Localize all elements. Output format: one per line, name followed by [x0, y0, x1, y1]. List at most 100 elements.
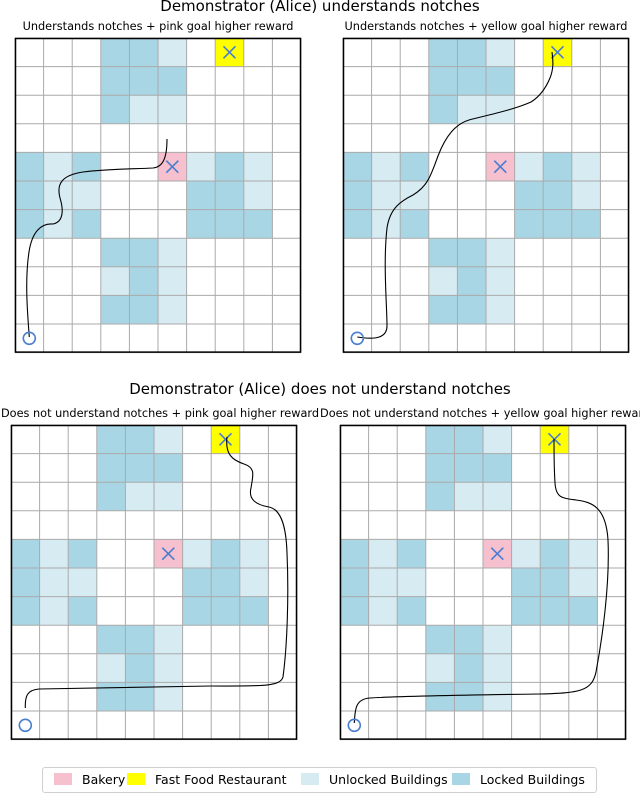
x-stroke: [161, 547, 175, 561]
unlocked-building-cell: [368, 539, 398, 568]
locked-building-cell: [125, 653, 154, 683]
legend-label: Bakery: [82, 772, 126, 787]
unlocked-building-cell: [96, 653, 126, 683]
locked-building-cell: [96, 425, 126, 454]
grid-panel-3: [10, 424, 298, 741]
locked-building-cell: [340, 568, 369, 597]
panel-title-1: Understands notches + pink goal higher r…: [22, 20, 294, 33]
unlocked-building-cell: [397, 568, 426, 597]
locked-building-cell: [514, 209, 544, 239]
unlocked-building-cell: [158, 238, 187, 267]
locked-building-cell: [457, 238, 486, 267]
unlocked-building-cell: [243, 181, 273, 210]
locked-building-cell: [457, 66, 486, 96]
locked-building-cell: [340, 596, 369, 626]
locked-building-cell: [540, 568, 569, 597]
unlocked-building-cell: [486, 295, 515, 324]
start-circle-icon: [22, 331, 37, 346]
locked-building-cell: [129, 295, 158, 324]
locked-building-cell: [182, 596, 212, 626]
locked-building-cell: [457, 295, 486, 324]
unlocked-building-cell: [158, 295, 187, 324]
unlocked-building-cell: [154, 625, 183, 654]
unlocked-building-cell: [568, 568, 598, 597]
unlocked-building-cell: [483, 425, 512, 454]
locked-building-cell: [239, 596, 269, 626]
locked-building-cell: [400, 152, 429, 181]
locked-building-cell: [125, 425, 154, 454]
grid-panel-4: [339, 424, 627, 741]
unlocked-building-cell: [154, 425, 183, 454]
locked-building-cell: [15, 181, 44, 210]
unlocked-building-cell: [39, 539, 69, 568]
locked-building-cell: [100, 295, 130, 324]
locked-building-cell: [343, 181, 372, 210]
bakery-x-mark-icon: [493, 160, 507, 174]
unlocked-building-cell: [486, 238, 515, 267]
locked-swatch: [452, 773, 470, 785]
locked-building-cell: [211, 539, 240, 568]
unlocked-building-cell: [371, 209, 401, 239]
unlocked-building-cell: [571, 152, 601, 181]
locked-building-cell: [425, 482, 455, 511]
unlocked-building-cell: [371, 152, 401, 181]
unlocked-swatch: [301, 773, 319, 785]
locked-building-cell: [211, 596, 240, 626]
locked-building-cell: [454, 682, 483, 711]
x-stroke: [165, 160, 179, 174]
locked-building-cell: [428, 295, 458, 324]
legend: Bakery Fast Food Restaurant Unlocked Bui…: [42, 767, 597, 793]
locked-building-cell: [454, 425, 483, 454]
locked-building-cell: [400, 209, 429, 239]
start-circle-icon: [350, 331, 365, 346]
locked-building-cell: [543, 152, 572, 181]
panel-title-4: Does not understand notches + yellow goa…: [320, 407, 640, 420]
locked-building-cell: [568, 596, 598, 626]
unlocked-building-cell: [368, 568, 398, 597]
unlocked-building-cell: [243, 152, 273, 181]
fast-food-swatch: [127, 773, 145, 785]
locked-building-cell: [425, 453, 455, 483]
locked-building-cell: [454, 625, 483, 654]
locked-building-cell: [154, 453, 183, 483]
locked-building-cell: [68, 539, 97, 568]
locked-building-cell: [125, 625, 154, 654]
unlocked-building-cell: [486, 38, 515, 67]
unlocked-building-cell: [154, 482, 183, 511]
unlocked-building-cell: [158, 266, 187, 296]
x-stroke: [493, 160, 507, 174]
locked-building-cell: [68, 596, 97, 626]
unlocked-building-cell: [186, 152, 216, 181]
section-title-not-understands: Demonstrator (Alice) does not understand…: [129, 380, 511, 398]
locked-building-cell: [540, 539, 569, 568]
locked-building-cell: [100, 238, 130, 267]
section-title-understands: Demonstrator (Alice) understands notches: [160, 0, 480, 15]
locked-building-cell: [428, 38, 458, 67]
x-stroke: [550, 45, 565, 59]
unlocked-building-cell: [428, 266, 458, 296]
locked-building-cell: [186, 209, 216, 239]
locked-building-cell: [11, 596, 40, 626]
locked-building-cell: [129, 66, 158, 96]
locked-building-cell: [129, 38, 158, 67]
locked-building-cell: [457, 38, 486, 67]
locked-building-cell: [215, 152, 244, 181]
legend-label: Fast Food Restaurant: [155, 772, 287, 787]
locked-building-cell: [100, 66, 130, 96]
locked-building-cell: [15, 209, 44, 239]
unlocked-building-cell: [154, 653, 183, 683]
panel-title-2: Understands notches + yellow goal higher…: [344, 20, 628, 33]
unlocked-building-cell: [72, 181, 101, 210]
unlocked-building-cell: [568, 539, 598, 568]
unlocked-building-cell: [486, 266, 515, 296]
legend-label: Unlocked Buildings: [329, 772, 448, 787]
unlocked-building-cell: [368, 596, 398, 626]
unlocked-building-cell: [158, 95, 187, 124]
locked-building-cell: [514, 181, 544, 210]
locked-building-cell: [186, 181, 216, 210]
grid-panel-1: [14, 37, 302, 354]
locked-building-cell: [211, 568, 240, 597]
locked-building-cell: [511, 596, 541, 626]
fast-food-x-mark-icon: [222, 45, 237, 59]
locked-building-cell: [457, 266, 486, 296]
